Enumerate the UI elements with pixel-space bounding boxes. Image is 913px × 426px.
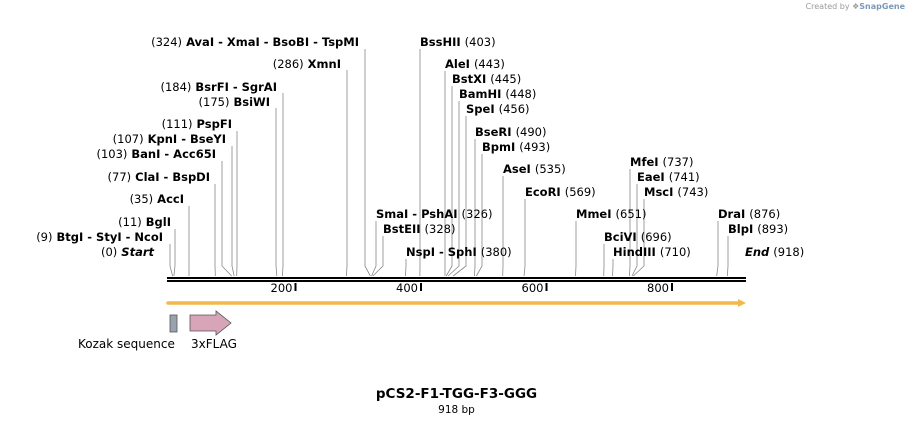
site-line (474, 139, 476, 277)
site-line (371, 221, 377, 277)
site-line (221, 161, 232, 277)
snapgene-icon: ❖ (852, 2, 860, 11)
site-label[interactable]: BamHI (448) (459, 87, 536, 101)
site-label[interactable]: BciVI (696) (604, 230, 672, 244)
site-label[interactable]: MfeI (737) (630, 155, 693, 169)
site-line (445, 86, 453, 277)
ruler-tick-label: 200 (271, 281, 293, 295)
site-label[interactable]: DraI (876) (718, 207, 780, 221)
site-line (726, 236, 729, 277)
3xflag-feature[interactable] (189, 310, 232, 336)
site-label[interactable]: (184) BsrFI - SgrAI (160, 80, 277, 94)
site-label[interactable]: (0) Start (101, 245, 155, 259)
site-line (631, 184, 638, 277)
kozak-label: Kozak sequence (78, 337, 175, 351)
site-label[interactable]: (11) BglI (118, 215, 171, 229)
site-label[interactable]: End (918) (745, 245, 804, 259)
site-label[interactable]: EaeI (741) (637, 170, 700, 184)
site-line (716, 221, 719, 277)
site-line (169, 244, 174, 277)
site-label[interactable]: BpmI (493) (482, 140, 550, 154)
site-line (364, 49, 371, 277)
site-label[interactable]: HindIII (710) (613, 245, 691, 259)
site-line (632, 199, 645, 277)
site-label[interactable]: NspI - SphI (380) (406, 245, 512, 259)
site-line (282, 93, 284, 277)
site-label[interactable]: BstXI (445) (452, 72, 521, 86)
site-label[interactable]: BlpI (893) (728, 222, 788, 236)
site-label[interactable]: EcoRI (569) (525, 185, 596, 199)
plasmid-length: 918 bp (438, 404, 475, 416)
ruler: 200 400 600 800 (271, 281, 673, 295)
3xflag-label: 3xFLAG (191, 337, 237, 351)
kozak-sequence-feature[interactable] (169, 314, 178, 333)
site-label[interactable]: AseI (535) (503, 162, 566, 176)
orf-arrow-head (738, 299, 746, 307)
site-line (476, 154, 483, 277)
site-label[interactable]: SmaI - PshAI (326) (376, 207, 492, 221)
site-label[interactable]: (35) AccI (130, 192, 184, 206)
site-label[interactable]: MmeI (651) (576, 207, 646, 221)
site-line (346, 70, 348, 277)
ruler-tick-label: 400 (396, 281, 418, 295)
site-label[interactable]: (77) ClaI - BspDI (108, 170, 210, 184)
site-label[interactable]: AleI (443) (445, 57, 505, 71)
site-label[interactable]: BstEII (328) (383, 222, 455, 236)
site-line (231, 146, 235, 277)
site-line (523, 199, 526, 277)
site-label[interactable]: MscI (743) (644, 185, 708, 199)
ruler-tick-label: 800 (647, 281, 669, 295)
site-label[interactable]: (103) BanI - Acc65I (96, 147, 216, 161)
site-label[interactable]: (107) KpnI - BseYI (113, 132, 226, 146)
plasmid-title: pCS2-F1-TGG-F3-GGG (375, 386, 538, 402)
ruler-tick-label: 600 (522, 281, 544, 295)
site-labels: (324) AvaI - XmaI - BsoBI - TspMI (286) X… (36, 35, 804, 259)
site-line (405, 259, 407, 277)
site-label[interactable]: (111) PspFI (162, 117, 232, 131)
site-label[interactable]: (286) XmnI (273, 57, 341, 71)
snapgene-credit: Created by ❖SnapGene (806, 2, 905, 11)
site-line (275, 108, 278, 277)
credit-text: Created by (805, 2, 850, 11)
site-label[interactable]: (324) AvaI - XmaI - BsoBI - TspMI (151, 35, 359, 49)
snapgene-brand: SnapGene (859, 2, 905, 11)
site-line (629, 169, 631, 277)
site-line (447, 101, 460, 277)
site-line (173, 229, 176, 277)
site-line (452, 116, 467, 277)
site-label[interactable]: BseRI (490) (475, 125, 547, 139)
site-line (372, 236, 384, 277)
site-label[interactable]: (9) BtgI - StyI - NcoI (36, 230, 163, 244)
site-label[interactable]: (175) BsiWI (199, 95, 270, 109)
site-label[interactable]: BssHII (403) (420, 35, 496, 49)
site-lines (169, 49, 729, 277)
site-label[interactable]: SpeI (456) (466, 102, 530, 116)
